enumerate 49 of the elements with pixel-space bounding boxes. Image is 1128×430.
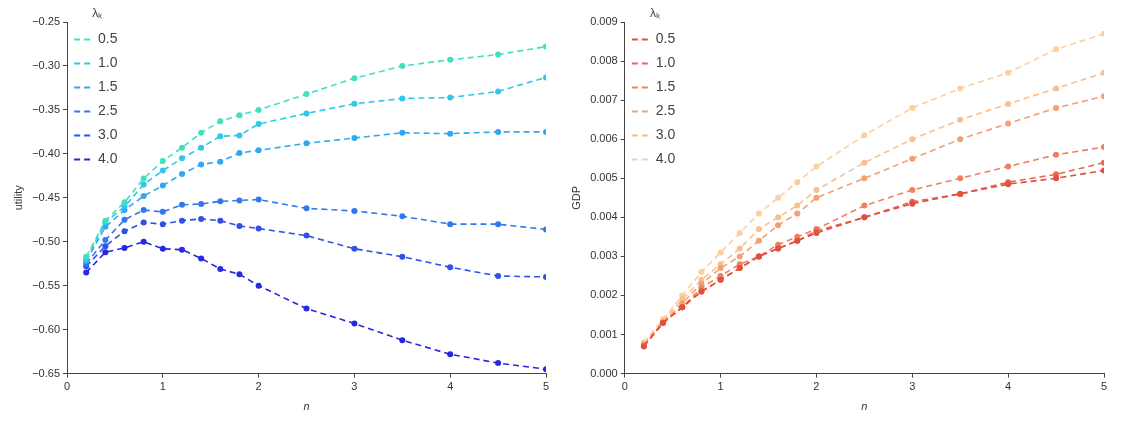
y-tick-label: 0.008 xyxy=(590,54,618,67)
legend-label: 3.0 xyxy=(655,126,676,143)
x-tick-label: 5 xyxy=(1100,380,1108,393)
y-axis-title: GDP xyxy=(569,185,582,210)
y-tick-label: −0.55 xyxy=(32,278,61,291)
y-tick-label: 0.005 xyxy=(590,171,618,184)
legend-label: 3.0 xyxy=(98,126,118,143)
legend-label: 2.5 xyxy=(655,102,676,119)
y-tick-label: 0.007 xyxy=(590,93,618,106)
legend-label: 1.5 xyxy=(655,78,676,95)
y-tick-label: −0.35 xyxy=(32,102,61,115)
legend-label: 0.5 xyxy=(655,30,676,47)
y-tick-label: 0.004 xyxy=(590,210,618,223)
x-tick-label: 2 xyxy=(255,380,262,393)
x-axis-title: n xyxy=(861,400,868,413)
x-tick-label: 1 xyxy=(717,380,724,393)
y-tick-label: −0.45 xyxy=(32,190,61,203)
x-tick-label: 1 xyxy=(159,380,166,393)
y-tick-label: 0.001 xyxy=(590,327,618,340)
y-tick-label: 0.000 xyxy=(590,366,618,379)
y-tick-label: 0.006 xyxy=(590,132,618,145)
y-tick-label: −0.30 xyxy=(32,58,61,71)
y-axis-title: utility xyxy=(11,184,24,211)
y-tick-label: −0.50 xyxy=(32,234,61,247)
x-tick-label: 4 xyxy=(1005,380,1012,393)
x-tick-label: 0 xyxy=(63,380,71,393)
x-tick-label: 3 xyxy=(351,380,358,393)
legend-label: 2.5 xyxy=(98,102,118,119)
x-axis-title: n xyxy=(303,400,310,413)
x-tick-label: 5 xyxy=(542,380,550,393)
legend-title: λₖ xyxy=(649,6,661,21)
y-tick-label: −0.60 xyxy=(32,322,61,335)
x-tick-label: 0 xyxy=(621,380,628,393)
legend-title: λₖ xyxy=(92,6,104,21)
legend-label: 0.5 xyxy=(98,30,118,47)
x-tick-label: 2 xyxy=(813,380,820,393)
legend-label: 4.0 xyxy=(655,150,676,167)
y-tick-label: 0.002 xyxy=(590,288,618,301)
y-tick-label: −0.25 xyxy=(32,15,61,28)
x-tick-label: 3 xyxy=(909,380,916,393)
y-tick-label: 0.009 xyxy=(590,15,618,28)
y-tick-label: 0.003 xyxy=(590,249,618,262)
legend-label: 1.5 xyxy=(98,78,118,95)
y-tick-label: −0.65 xyxy=(32,366,61,379)
legend-label: 4.0 xyxy=(98,150,118,167)
legend-label: 1.0 xyxy=(655,54,676,71)
x-tick-label: 4 xyxy=(447,380,454,393)
y-tick-label: −0.40 xyxy=(32,146,61,159)
legend-label: 1.0 xyxy=(98,54,118,71)
